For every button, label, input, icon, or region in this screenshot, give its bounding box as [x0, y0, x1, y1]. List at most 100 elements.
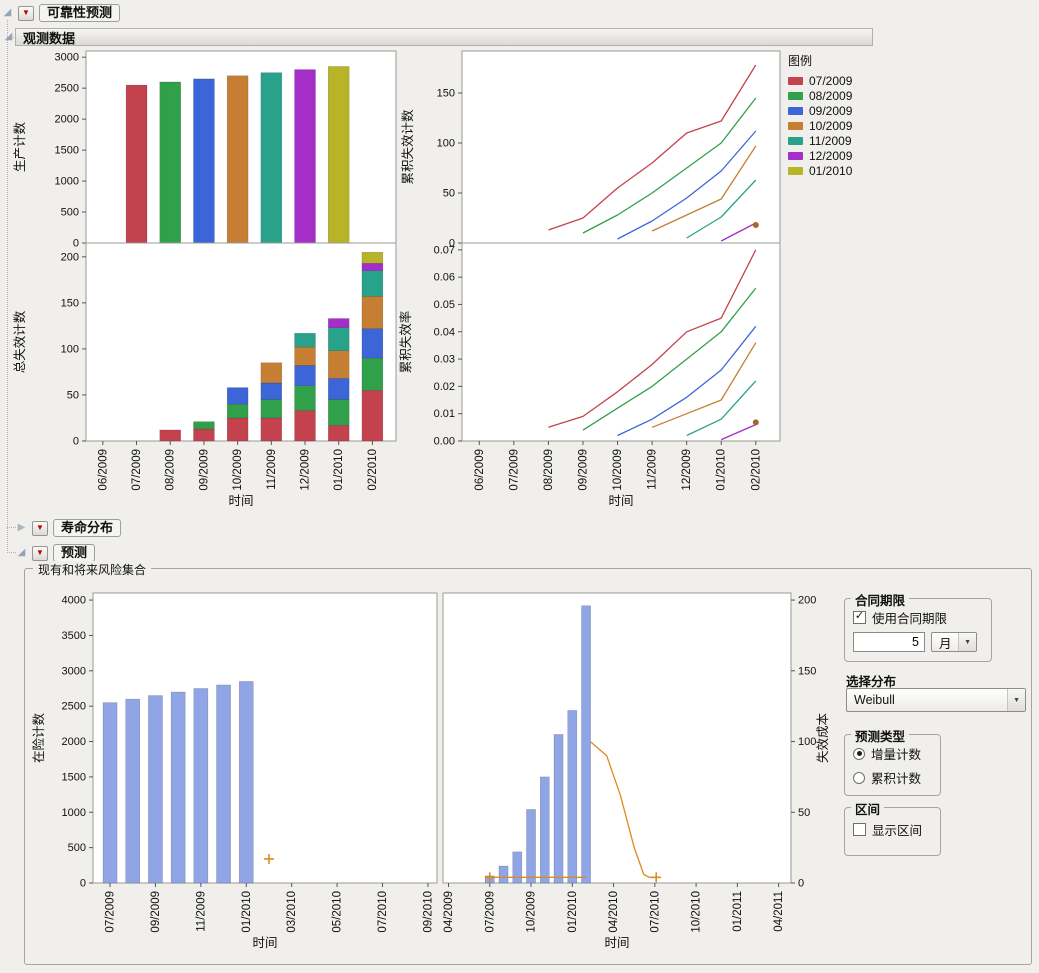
- svg-text:0: 0: [798, 878, 804, 890]
- svg-text:1500: 1500: [55, 145, 79, 157]
- svg-text:50: 50: [67, 389, 79, 401]
- svg-text:500: 500: [68, 842, 86, 854]
- legend-swatch: [788, 91, 803, 100]
- legend-swatch: [788, 121, 803, 130]
- risk-set-groupbox: 现有和将来风险集合 0 500 1000 1500 2000 2500 3000 3500 40…: [24, 561, 1032, 965]
- svg-text:总失效计数: 总失效计数: [12, 310, 27, 373]
- svg-text:0.03: 0.03: [434, 354, 455, 366]
- disclosure-open-icon[interactable]: [2, 7, 13, 19]
- contract-duration-title: 合同期限: [851, 590, 910, 609]
- disclosure-open-icon[interactable]: [3, 31, 14, 43]
- risk-set-title: 现有和将来风险集合: [33, 561, 152, 578]
- incremental-count-radio[interactable]: [853, 747, 865, 760]
- svg-text:07/2010: 07/2010: [377, 891, 389, 933]
- forecast-title[interactable]: 预测: [53, 544, 96, 562]
- cumulative-failure-count-chart[interactable]: 0 50 100 150 累积失效计数: [398, 46, 783, 250]
- total-failure-count-chart[interactable]: 0 50 100 150 200 总失效计数 06/2009 07/2009 08/2009 09…: [10, 242, 400, 514]
- incremental-count-label: 增量计数: [871, 748, 922, 762]
- chevron-down-icon: [1007, 689, 1025, 711]
- legend-label: 11/2009: [809, 133, 852, 148]
- outline-node-life-distribution: 寿命分布: [16, 519, 122, 537]
- svg-text:时间: 时间: [608, 494, 633, 508]
- legend-label: 09/2009: [809, 103, 853, 118]
- legend-entry[interactable]: 12/2009: [788, 148, 852, 163]
- svg-text:06/2009: 06/2009: [474, 449, 486, 491]
- distribution-label: 选择分布: [846, 675, 897, 689]
- svg-text:0.06: 0.06: [434, 272, 455, 284]
- cumulative-count-label: 累积计数: [871, 772, 922, 786]
- svg-text:10/2009: 10/2009: [232, 449, 244, 491]
- svg-text:03/2010: 03/2010: [286, 891, 298, 933]
- legend-entry[interactable]: 10/2009: [788, 118, 852, 133]
- svg-text:2500: 2500: [62, 701, 86, 713]
- svg-text:09/2009: 09/2009: [150, 891, 162, 933]
- svg-text:08/2009: 08/2009: [543, 449, 555, 491]
- use-contract-checkbox[interactable]: [853, 611, 866, 624]
- svg-text:0: 0: [73, 238, 79, 250]
- svg-text:3000: 3000: [55, 52, 79, 64]
- legend-swatch: [788, 136, 803, 145]
- svg-text:0: 0: [80, 878, 86, 890]
- svg-text:3000: 3000: [62, 665, 86, 677]
- outline-node-forecast: 预测: [16, 544, 96, 562]
- red-triangle-menu-button[interactable]: [32, 545, 48, 561]
- svg-text:生产计数: 生产计数: [12, 122, 27, 173]
- svg-text:0.05: 0.05: [434, 299, 455, 311]
- use-contract-label: 使用合同期限: [872, 612, 948, 626]
- svg-text:01/2010: 01/2010: [241, 891, 253, 933]
- svg-text:累积失效率: 累积失效率: [398, 311, 413, 374]
- svg-text:10/2010: 10/2010: [691, 891, 703, 933]
- legend-label: 10/2009: [809, 118, 853, 133]
- observed-data-header[interactable]: 观测数据: [15, 28, 873, 46]
- svg-text:200: 200: [61, 251, 79, 263]
- check-icon: [855, 611, 864, 622]
- svg-text:12/2009: 12/2009: [300, 449, 312, 491]
- svg-text:时间: 时间: [604, 936, 629, 950]
- distribution-select[interactable]: Weibull: [846, 688, 1026, 712]
- failure-cost-chart[interactable]: 0 50 100 150 200 失效成本 04/2009 07/2009 10/2009 01/…: [439, 585, 839, 957]
- svg-text:0: 0: [73, 436, 79, 448]
- legend-entry[interactable]: 08/2009: [788, 88, 852, 103]
- svg-text:100: 100: [61, 343, 79, 355]
- svg-text:09/2010: 09/2010: [422, 891, 434, 933]
- svg-text:0.04: 0.04: [434, 326, 455, 338]
- reliability-forecast-title[interactable]: 可靠性预测: [39, 4, 121, 22]
- legend-entry[interactable]: 07/2009: [788, 73, 852, 88]
- svg-text:500: 500: [61, 207, 79, 219]
- disclosure-open-icon[interactable]: [16, 547, 27, 559]
- legend-label: 12/2009: [809, 148, 853, 163]
- svg-text:12/2009: 12/2009: [681, 449, 693, 491]
- svg-text:05/2010: 05/2010: [332, 891, 344, 933]
- svg-text:11/2009: 11/2009: [647, 449, 659, 490]
- cumulative-count-radio[interactable]: [853, 771, 865, 784]
- svg-text:01/2010: 01/2010: [567, 891, 579, 933]
- cumulative-failure-rate-chart[interactable]: 0.00 0.01 0.02 0.03 0.04 0.05 0.06 0.07 累积失效率 06/…: [398, 242, 783, 514]
- legend-swatch: [788, 151, 803, 160]
- svg-text:1000: 1000: [55, 176, 79, 188]
- legend-entry[interactable]: 11/2009: [788, 133, 852, 148]
- legend-swatch: [788, 76, 803, 85]
- svg-text:2000: 2000: [55, 114, 79, 126]
- at-risk-count-chart[interactable]: 0 500 1000 1500 2000 2500 3000 3500 4000 在险计数 07/2…: [29, 585, 441, 957]
- contract-length-input[interactable]: [853, 632, 925, 652]
- legend-entry[interactable]: 01/2010: [788, 163, 852, 178]
- outline-tree-line: [7, 20, 8, 553]
- legend-label: 07/2009: [809, 73, 853, 88]
- red-triangle-menu-button[interactable]: [18, 5, 34, 21]
- legend-entries: 07/2009 08/2009 09/2009 10/2009 11/2009 12/20…: [788, 73, 852, 178]
- red-triangle-icon: [36, 549, 44, 557]
- production-count-chart[interactable]: 0 500 1000 1500 2000 2500 3000 生产计数: [10, 46, 400, 250]
- life-distribution-title[interactable]: 寿命分布: [53, 519, 122, 537]
- svg-text:07/2010: 07/2010: [649, 891, 661, 933]
- legend-entry[interactable]: 09/2009: [788, 103, 852, 118]
- svg-text:100: 100: [437, 138, 455, 150]
- contract-unit-select[interactable]: 月: [931, 632, 977, 652]
- interval-title: 区间: [851, 799, 885, 818]
- disclosure-closed-icon[interactable]: [16, 522, 27, 534]
- show-interval-checkbox[interactable]: [853, 823, 866, 836]
- red-triangle-menu-button[interactable]: [32, 520, 48, 536]
- svg-text:02/2010: 02/2010: [750, 449, 762, 491]
- legend-swatch: [788, 106, 803, 115]
- legend-swatch: [788, 166, 803, 175]
- svg-text:0: 0: [449, 238, 455, 250]
